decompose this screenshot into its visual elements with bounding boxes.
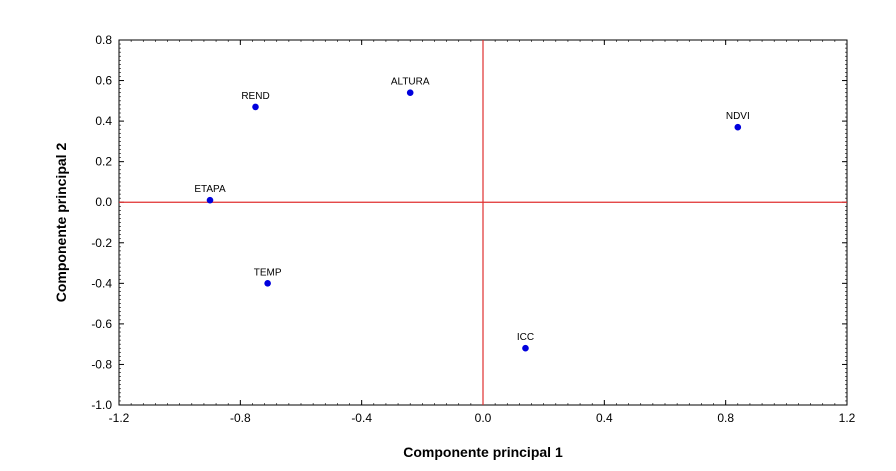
y-tick-labels: -1.0 -0.8 -0.6 -0.4 -0.2 0.0 0.2 0.4 0.6 0.8 <box>91 33 112 412</box>
x-tick-label: 0.0 <box>475 411 492 425</box>
data-point <box>252 103 259 111</box>
point-label: ALTURA <box>391 77 430 88</box>
x-tick-label: 0.8 <box>717 411 734 425</box>
x-tick-label: -1.2 <box>109 411 130 425</box>
y-axis-title: Componente principal 2 <box>53 143 69 303</box>
x-tick-label: -0.4 <box>351 411 372 425</box>
x-tick-labels: -1.2 -0.8 -0.4 0.0 0.4 0.8 1.2 <box>109 411 856 425</box>
reference-lines <box>119 40 847 405</box>
data-point <box>734 123 742 131</box>
point-label: TEMP <box>254 267 282 278</box>
y-tick-label: 0.2 <box>95 155 112 169</box>
point-label: NDVI <box>726 111 750 122</box>
point-label: ETAPA <box>194 184 226 195</box>
x-tick-label: 1.2 <box>839 411 856 425</box>
point-label: REND <box>241 91 269 102</box>
y-tick-label: -0.4 <box>91 276 112 290</box>
y-tick-label: -0.2 <box>91 236 112 250</box>
y-tick-label: -0.6 <box>91 317 112 331</box>
y-tick-label: 0.0 <box>95 195 112 209</box>
y-tick-label: 0.4 <box>95 114 112 128</box>
y-tick-label: -0.8 <box>91 357 112 371</box>
y-tick-label: 0.6 <box>95 74 112 88</box>
data-point <box>406 89 414 97</box>
data-points: REND ALTURA NDVI ETAPA TEMP ICC <box>194 77 750 352</box>
x-tick-label: 0.4 <box>596 411 613 425</box>
x-axis-title: Componente principal 1 <box>403 444 563 460</box>
data-point <box>522 344 529 352</box>
point-label: ICC <box>517 332 534 343</box>
data-point <box>264 280 271 287</box>
y-tick-label: -1.0 <box>91 398 112 412</box>
data-point <box>206 196 214 204</box>
x-tick-label: -0.8 <box>230 411 251 425</box>
y-tick-label: 0.8 <box>95 33 112 47</box>
